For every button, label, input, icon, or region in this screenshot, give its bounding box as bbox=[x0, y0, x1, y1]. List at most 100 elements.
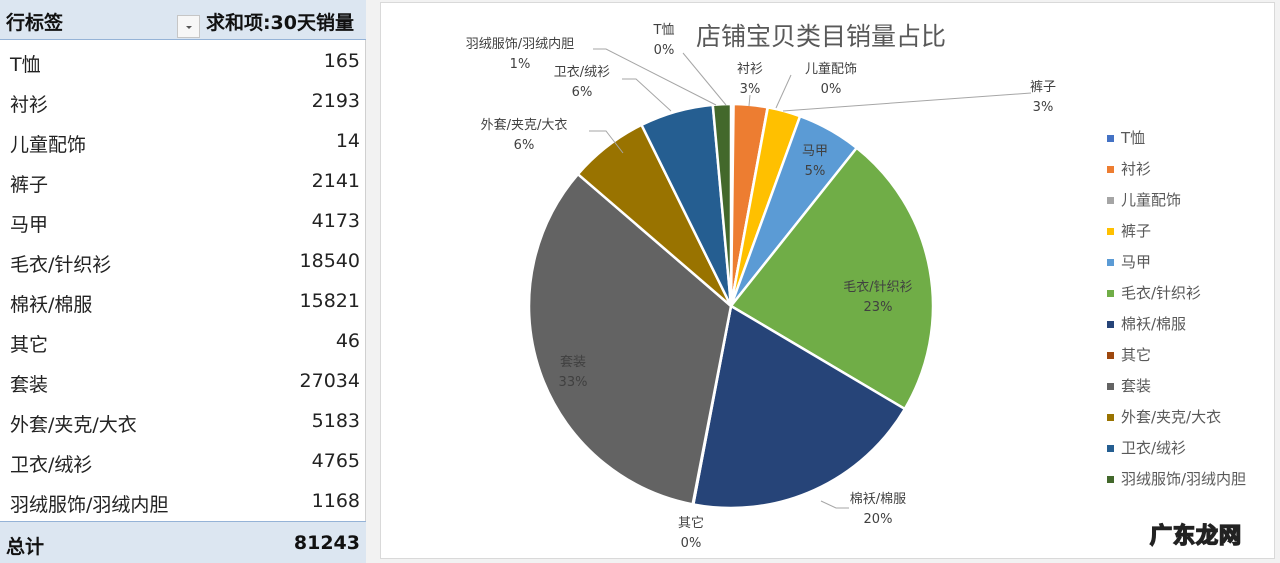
pivot-header: 行标签 求和项:30天销量 bbox=[0, 0, 366, 40]
watermark: 广东龙网 bbox=[1149, 523, 1243, 550]
legend-swatch-icon bbox=[1107, 414, 1114, 421]
pivot-row[interactable]: 棉袄/棉服 15821 bbox=[0, 281, 366, 321]
data-label: 衬衫 3% bbox=[737, 60, 763, 100]
data-label-percent: 33% bbox=[558, 375, 588, 390]
data-label-name: 卫衣/绒衫 bbox=[553, 65, 611, 80]
data-label-percent: 6% bbox=[571, 85, 593, 100]
total-value: 81243 bbox=[293, 532, 360, 554]
row-label: 毛衣/针织衫 bbox=[10, 254, 112, 276]
data-label-name: 棉袄/棉服 bbox=[849, 492, 907, 507]
data-label-percent: 0% bbox=[820, 82, 842, 97]
legend-swatch-icon bbox=[1107, 166, 1114, 173]
pivot-row[interactable]: 儿童配饰 14 bbox=[0, 121, 366, 161]
data-label: 套装 33% bbox=[559, 353, 588, 393]
row-value: 5183 bbox=[311, 410, 360, 432]
legend-swatch-icon bbox=[1107, 352, 1114, 359]
pie-slice[interactable] bbox=[691, 304, 907, 510]
row-label: 儿童配饰 bbox=[10, 134, 87, 156]
legend-label: 衬衫 bbox=[1121, 160, 1152, 178]
row-value: 15821 bbox=[299, 290, 360, 312]
data-label-percent: 23% bbox=[863, 300, 893, 315]
row-label: 衬衫 bbox=[10, 94, 49, 116]
data-label-percent: 3% bbox=[739, 82, 761, 97]
legend-label: 套装 bbox=[1121, 377, 1152, 395]
legend-label: T恤 bbox=[1121, 129, 1146, 147]
row-value: 2193 bbox=[311, 90, 360, 112]
row-label: 羽绒服饰/羽绒内胆 bbox=[10, 494, 169, 516]
data-label: 毛衣/针织衫 23% bbox=[843, 278, 912, 318]
data-label-name: 马甲 bbox=[801, 144, 829, 159]
legend-label: 卫衣/绒衫 bbox=[1121, 439, 1187, 457]
pivot-row[interactable]: 羽绒服饰/羽绒内胆 1168 bbox=[0, 481, 366, 521]
data-label-percent: 0% bbox=[680, 536, 702, 551]
data-label-name: 其它 bbox=[677, 516, 705, 531]
total-label: 总计 bbox=[6, 536, 45, 558]
pie-slice[interactable] bbox=[711, 102, 733, 307]
data-label: 其它 0% bbox=[678, 514, 704, 554]
row-value: 27034 bbox=[299, 370, 360, 392]
pivot-row[interactable]: T恤 165 bbox=[0, 41, 366, 81]
legend-label: 棉袄/棉服 bbox=[1121, 315, 1187, 333]
pivot-row[interactable]: 外套/夹克/大衣 5183 bbox=[0, 401, 366, 441]
data-label-name: 裤子 bbox=[1029, 80, 1057, 95]
data-label: T恤 0% bbox=[654, 21, 675, 61]
legend-label: 儿童配饰 bbox=[1121, 191, 1182, 209]
data-label-name: 羽绒服饰/羽绒内胆 bbox=[465, 37, 575, 52]
pivot-row[interactable]: 其它 46 bbox=[0, 321, 366, 361]
row-value: 2141 bbox=[311, 170, 360, 192]
data-label: 外套/夹克/大衣 6% bbox=[481, 116, 568, 156]
data-label: 卫衣/绒衫 6% bbox=[554, 63, 610, 103]
filter-dropdown-icon[interactable] bbox=[177, 15, 200, 38]
pie-chart[interactable]: 店铺宝贝类目销量占比 T恤 0% 衬衫 3% 儿童配饰 0% 裤子 3% 马甲 5% 毛衣… bbox=[380, 2, 1275, 559]
sum-field-header: 求和项:30天销量 bbox=[205, 12, 354, 34]
pivot-row[interactable]: 衬衫 2193 bbox=[0, 81, 366, 121]
row-label: 卫衣/绒衫 bbox=[10, 454, 93, 476]
data-label: 儿童配饰 0% bbox=[805, 60, 857, 100]
leader-line bbox=[682, 52, 727, 106]
data-label-percent: 1% bbox=[509, 57, 531, 72]
pivot-row[interactable]: 马甲 4173 bbox=[0, 201, 366, 241]
pie-slice[interactable] bbox=[729, 146, 935, 411]
legend-swatch-icon bbox=[1107, 290, 1114, 297]
data-label: 马甲 5% bbox=[802, 142, 828, 182]
leader-line bbox=[593, 48, 717, 106]
legend-label: 其它 bbox=[1121, 346, 1152, 364]
row-value: 4765 bbox=[311, 450, 360, 472]
chart-title: 店铺宝贝类目销量占比 bbox=[696, 22, 947, 51]
legend-swatch-icon bbox=[1107, 197, 1114, 204]
pivot-row[interactable]: 毛衣/针织衫 18540 bbox=[0, 241, 366, 281]
legend-swatch-icon bbox=[1107, 321, 1114, 328]
legend-swatch-icon bbox=[1107, 383, 1114, 390]
row-label: T恤 bbox=[10, 54, 41, 76]
data-label-percent: 6% bbox=[513, 138, 535, 153]
data-label-name: 外套/夹克/大衣 bbox=[480, 118, 568, 133]
data-label-percent: 20% bbox=[863, 512, 893, 527]
row-label: 外套/夹克/大衣 bbox=[10, 414, 137, 436]
pivot-table: 行标签 求和项:30天销量 T恤 165 衬衫 2193 儿童配饰 14 裤子 214… bbox=[0, 0, 366, 563]
row-value: 46 bbox=[335, 330, 360, 352]
pivot-row[interactable]: 卫衣/绒衫 4765 bbox=[0, 441, 366, 481]
row-value: 165 bbox=[323, 50, 360, 72]
leader-line bbox=[748, 94, 751, 107]
pie-slice[interactable] bbox=[527, 172, 733, 506]
leader-line bbox=[622, 78, 672, 112]
legend-swatch-icon bbox=[1107, 228, 1114, 235]
row-value: 18540 bbox=[299, 250, 360, 272]
data-label-name: 毛衣/针织衫 bbox=[843, 280, 913, 295]
pivot-row[interactable]: 裤子 2141 bbox=[0, 161, 366, 201]
leader-line bbox=[589, 130, 624, 154]
data-label: 裤子 3% bbox=[1030, 78, 1056, 118]
data-label-percent: 3% bbox=[1032, 100, 1054, 115]
data-label-percent: 0% bbox=[653, 43, 675, 58]
leader-line bbox=[782, 92, 1032, 112]
data-label-percent: 5% bbox=[804, 164, 826, 179]
pie-plot-area bbox=[527, 48, 1032, 510]
data-label-name: 衬衫 bbox=[736, 62, 764, 77]
leader-line bbox=[820, 500, 849, 509]
legend-label: 毛衣/针织衫 bbox=[1121, 284, 1202, 302]
leader-line bbox=[775, 74, 792, 109]
pivot-row[interactable]: 套装 27034 bbox=[0, 361, 366, 401]
data-label: 棉袄/棉服 20% bbox=[850, 490, 906, 530]
row-value: 1168 bbox=[311, 490, 360, 512]
row-label: 套装 bbox=[10, 374, 49, 396]
